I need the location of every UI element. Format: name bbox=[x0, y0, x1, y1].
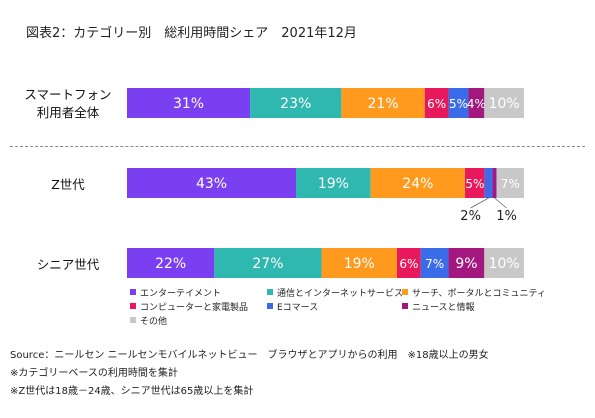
row-label-all-users-line2: 利用者全体 bbox=[36, 105, 100, 120]
bar-segment-all-users-news bbox=[468, 88, 485, 118]
bar-segment-senior-news bbox=[448, 248, 485, 278]
bar-label-gen-z-computer: 5% bbox=[465, 177, 484, 191]
bar-segment-all-users-entertainment bbox=[127, 88, 251, 118]
bar-segment-gen-z-search bbox=[370, 168, 466, 198]
legend-swatch-computer bbox=[130, 303, 136, 309]
legend-label-other: その他 bbox=[140, 317, 168, 327]
bar-label-all-users-other: 10% bbox=[489, 96, 520, 112]
bar-segment-senior-other bbox=[484, 248, 524, 278]
bar-label-all-users-news: 4% bbox=[467, 97, 486, 111]
footnote-category: ※カテゴリーベースの利用時間を集計 bbox=[10, 368, 178, 379]
bar-segment-gen-z-computer bbox=[465, 168, 485, 198]
bar-label-gen-z-communication: 19% bbox=[318, 176, 349, 192]
bar-label-gen-z-news: 1% bbox=[496, 209, 517, 224]
section-divider bbox=[10, 146, 585, 147]
bar-segment-all-users-other bbox=[484, 88, 524, 118]
bar-segment-gen-z-communication bbox=[296, 168, 371, 198]
bar-segment-senior-communication bbox=[214, 248, 322, 278]
bar-label-senior-other: 10% bbox=[489, 256, 520, 272]
legend-label-entertainment: エンターテイメント bbox=[140, 289, 222, 299]
legend-swatch-communication bbox=[267, 289, 273, 295]
bar-label-all-users-entertainment: 31% bbox=[173, 96, 204, 112]
bar-label-senior-entertainment: 22% bbox=[155, 256, 186, 272]
bar-segment-gen-z-other bbox=[496, 168, 524, 198]
legend-label-news: ニュースと情報 bbox=[412, 303, 475, 313]
bar-label-all-users-ecommerce: 5% bbox=[449, 97, 468, 111]
bar-segment-senior-search bbox=[321, 248, 397, 278]
leader-line-gen-z-news bbox=[494, 197, 507, 209]
legend-swatch-search bbox=[402, 289, 408, 295]
footnote-source: Source：ニールセン ニールセンモバイルネットビュー ブラウザとアプリからの… bbox=[10, 350, 489, 361]
bar-label-all-users-search: 21% bbox=[367, 96, 398, 112]
row-label-senior: シニア世代 bbox=[36, 257, 100, 272]
bar-segment-senior-ecommerce bbox=[420, 248, 449, 278]
legend-swatch-other bbox=[130, 317, 136, 323]
bar-label-senior-search: 19% bbox=[344, 256, 375, 272]
bar-segment-gen-z-ecommerce bbox=[484, 168, 493, 198]
legend-item-ecommerce: Eコマース bbox=[267, 300, 318, 313]
footnote-generations: ※Z世代は18歳－24歳、シニア世代は65歳以上を集計 bbox=[10, 386, 254, 397]
legend-swatch-ecommerce bbox=[267, 303, 273, 309]
bar-label-senior-computer: 6% bbox=[399, 257, 418, 271]
legend-label-ecommerce: Eコマース bbox=[277, 303, 319, 313]
bar-label-senior-communication: 27% bbox=[252, 256, 283, 272]
chart-title: 図表2：カテゴリー別 総利用時間シェア 2021年12月 bbox=[26, 26, 357, 41]
bar-label-gen-z-ecommerce: 2% bbox=[460, 209, 481, 224]
row-label-all-users: スマートフォン 利用者全体 bbox=[18, 86, 118, 122]
row-label-gen-z: Z世代 bbox=[51, 177, 85, 192]
bar-segment-all-users-computer bbox=[424, 88, 449, 118]
legend-label-computer: コンピューターと家電製品 bbox=[140, 303, 249, 313]
legend-label-search: サーチ、ポータルとコミュニティ bbox=[412, 289, 546, 299]
legend-swatch-entertainment bbox=[130, 289, 136, 295]
row-label-all-users-line1: スマートフォン bbox=[24, 87, 112, 102]
bar-segment-senior-entertainment bbox=[127, 248, 215, 278]
bar-label-senior-news: 9% bbox=[455, 256, 477, 272]
bar-segment-all-users-communication bbox=[250, 88, 342, 118]
legend-item-news: ニュースと情報 bbox=[402, 300, 475, 313]
legend-item-other: その他 bbox=[130, 314, 167, 327]
bar-label-gen-z-other: 7% bbox=[501, 177, 520, 191]
legend-label-communication: 通信とインターネットサービス bbox=[277, 289, 404, 299]
bar-label-senior-ecommerce: 7% bbox=[425, 257, 444, 271]
stacked-bar-chart: 31% 23% 21% 6% 5%4% 10%43% 19% 24% 5% 7%2% 1%22% 27… bbox=[127, 88, 524, 278]
bar-label-all-users-computer: 6% bbox=[427, 97, 446, 111]
bar-segment-gen-z-entertainment bbox=[127, 168, 297, 198]
legend-swatch-news bbox=[402, 303, 408, 309]
bar-segment-senior-computer bbox=[396, 248, 421, 278]
legend-item-computer: コンピューターと家電製品 bbox=[130, 300, 248, 313]
bar-segment-all-users-search bbox=[341, 88, 425, 118]
leader-line-gen-z-ecommerce bbox=[470, 197, 489, 209]
bar-label-gen-z-entertainment: 43% bbox=[196, 176, 227, 192]
legend-item-entertainment: エンターテイメント bbox=[130, 286, 221, 299]
legend-item-search: サーチ、ポータルとコミュニティ bbox=[402, 286, 546, 299]
bar-segment-gen-z-news bbox=[492, 168, 497, 198]
bar-segment-all-users-ecommerce bbox=[448, 88, 469, 118]
legend-item-communication: 通信とインターネットサービス bbox=[267, 286, 403, 299]
bar-label-all-users-communication: 23% bbox=[280, 96, 311, 112]
bar-label-gen-z-search: 24% bbox=[402, 176, 433, 192]
